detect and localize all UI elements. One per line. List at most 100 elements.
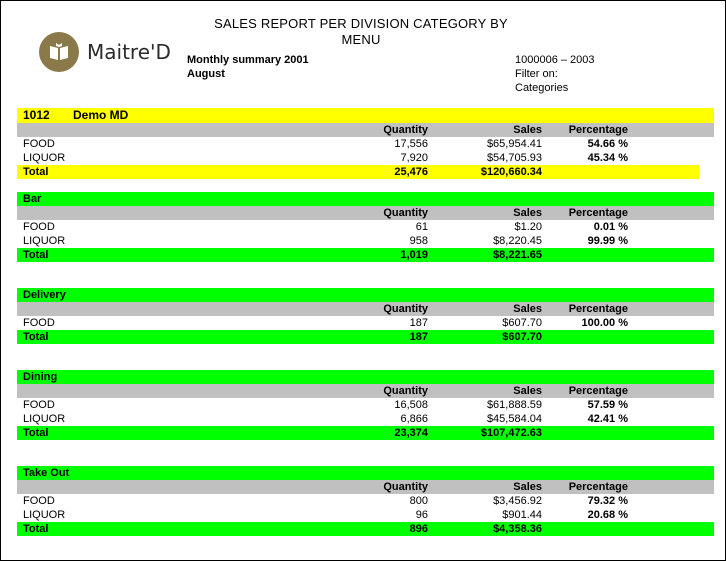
row-percentage: 79.32 % bbox=[587, 495, 628, 507]
row-category: LIQUOR bbox=[23, 413, 66, 425]
row-sales: $901.44 bbox=[502, 509, 542, 521]
col-quantity: Quantity bbox=[383, 303, 428, 315]
table-row: FOOD 16,508 $61,888.59 57.59 % bbox=[17, 398, 714, 412]
section-code: 1012 bbox=[23, 108, 50, 122]
subtitle-period: Monthly summary 2001 bbox=[187, 54, 309, 66]
total-quantity: 896 bbox=[409, 523, 428, 535]
section-delivery: Delivery Quantity Sales Percentage FOOD … bbox=[17, 288, 714, 344]
total-row: Total 187 $607.70 bbox=[17, 330, 714, 344]
section-title: Demo MD bbox=[73, 108, 129, 122]
col-percentage: Percentage bbox=[568, 481, 628, 493]
row-percentage: 0.01 % bbox=[593, 221, 628, 233]
row-quantity: 17,556 bbox=[394, 138, 428, 150]
total-sales: $607.70 bbox=[502, 331, 542, 343]
row-category: FOOD bbox=[23, 399, 55, 411]
col-sales: Sales bbox=[513, 124, 542, 136]
column-header-row: Quantity Sales Percentage bbox=[17, 302, 714, 316]
row-sales: $8,220.45 bbox=[493, 235, 542, 247]
row-percentage: 99.99 % bbox=[587, 235, 628, 247]
total-label: Total bbox=[23, 523, 49, 535]
row-category: FOOD bbox=[23, 317, 55, 329]
row-category: LIQUOR bbox=[23, 235, 66, 247]
total-row: Total 896 $4,358.36 bbox=[17, 522, 714, 536]
table-row: LIQUOR 6,866 $45,584.04 42.41 % bbox=[17, 412, 714, 426]
total-row: Total 25,476 $120,660.34 bbox=[17, 165, 699, 179]
table-row: LIQUOR 96 $901.44 20.68 % bbox=[17, 508, 714, 522]
table-row: LIQUOR 958 $8,220.45 99.99 % bbox=[17, 234, 714, 248]
col-percentage: Percentage bbox=[568, 124, 628, 136]
total-quantity: 1,019 bbox=[400, 249, 428, 261]
row-percentage: 42.41 % bbox=[587, 413, 628, 425]
section-bar: Bar Quantity Sales Percentage FOOD 61 $1… bbox=[17, 192, 714, 262]
total-quantity: 187 bbox=[409, 331, 428, 343]
total-sales: $8,221.65 bbox=[493, 249, 542, 261]
table-row: FOOD 187 $607.70 100.00 % bbox=[17, 316, 714, 330]
row-sales: $45,584.04 bbox=[486, 413, 542, 425]
section-title-bar: Dining bbox=[17, 370, 714, 384]
book-icon bbox=[39, 32, 79, 72]
col-quantity: Quantity bbox=[383, 385, 428, 397]
table-row: LIQUOR 7,920 $54,705.93 45.34 % bbox=[17, 151, 714, 165]
row-percentage: 100.00 % bbox=[581, 317, 628, 329]
section-title: Dining bbox=[23, 371, 58, 383]
section-title: Bar bbox=[23, 193, 42, 205]
meta-filter-value: Categories bbox=[515, 82, 569, 94]
section-title: Delivery bbox=[23, 289, 66, 301]
col-percentage: Percentage bbox=[568, 303, 628, 315]
col-quantity: Quantity bbox=[383, 481, 428, 493]
column-header-row: Quantity Sales Percentage bbox=[17, 206, 714, 220]
row-sales: $54,705.93 bbox=[486, 152, 542, 164]
row-category: FOOD bbox=[23, 221, 55, 233]
row-percentage: 20.68 % bbox=[587, 509, 628, 521]
logo-text: Maitre'D bbox=[87, 40, 171, 64]
row-category: FOOD bbox=[23, 495, 55, 507]
section-title-bar: Delivery bbox=[17, 288, 714, 302]
row-category: LIQUOR bbox=[23, 152, 66, 164]
total-sales: $120,660.34 bbox=[480, 166, 542, 178]
total-sales: $4,358.36 bbox=[493, 523, 542, 535]
report-title-line-1: SALES REPORT PER DIVISION CATEGORY BY bbox=[214, 16, 508, 31]
row-quantity: 6,866 bbox=[400, 413, 428, 425]
table-row: FOOD 17,556 $65,954.41 54.66 % bbox=[17, 137, 714, 151]
row-category: LIQUOR bbox=[23, 509, 66, 521]
row-percentage: 45.34 % bbox=[587, 152, 628, 164]
total-quantity: 25,476 bbox=[394, 166, 428, 178]
table-row: FOOD 800 $3,456.92 79.32 % bbox=[17, 494, 714, 508]
section-take-out: Take Out Quantity Sales Percentage FOOD … bbox=[17, 466, 714, 536]
meta-range: 1000006 – 2003 bbox=[515, 54, 595, 66]
section-title-bar: Take Out bbox=[17, 466, 714, 480]
col-percentage: Percentage bbox=[568, 207, 628, 219]
col-quantity: Quantity bbox=[383, 124, 428, 136]
section-title-bar: Bar bbox=[17, 192, 714, 206]
report-title-line-2: MENU bbox=[341, 32, 381, 47]
meta-filter-label: Filter on: bbox=[515, 68, 558, 80]
row-quantity: 96 bbox=[415, 509, 428, 521]
row-percentage: 54.66 % bbox=[587, 138, 628, 150]
report-title: SALES REPORT PER DIVISION CATEGORY BY ME… bbox=[181, 16, 541, 48]
row-percentage: 57.59 % bbox=[587, 399, 628, 411]
row-quantity: 61 bbox=[415, 221, 428, 233]
row-sales: $61,888.59 bbox=[486, 399, 542, 411]
row-sales: $3,456.92 bbox=[493, 495, 542, 507]
row-quantity: 7,920 bbox=[400, 152, 428, 164]
section-dining: Dining Quantity Sales Percentage FOOD 16… bbox=[17, 370, 714, 440]
col-quantity: Quantity bbox=[383, 207, 428, 219]
col-sales: Sales bbox=[513, 303, 542, 315]
total-row: Total 23,374 $107,472.63 bbox=[17, 426, 714, 440]
total-label: Total bbox=[23, 249, 49, 261]
table-row: FOOD 61 $1.20 0.01 % bbox=[17, 220, 714, 234]
row-sales: $65,954.41 bbox=[486, 138, 542, 150]
column-header-row: Quantity Sales Percentage bbox=[17, 480, 714, 494]
row-quantity: 800 bbox=[409, 495, 428, 507]
total-label: Total bbox=[23, 331, 49, 343]
row-sales: $607.70 bbox=[502, 317, 542, 329]
section-demo-md: 1012 Demo MD Quantity Sales Percentage F… bbox=[17, 108, 714, 179]
total-sales: $107,472.63 bbox=[480, 427, 542, 439]
total-row: Total 1,019 $8,221.65 bbox=[17, 248, 714, 262]
total-label: Total bbox=[23, 166, 49, 178]
report-subtitle: Monthly summary 2001 August bbox=[187, 53, 309, 81]
row-quantity: 958 bbox=[409, 235, 428, 247]
row-quantity: 16,508 bbox=[394, 399, 428, 411]
column-header-row: Quantity Sales Percentage bbox=[17, 123, 714, 137]
